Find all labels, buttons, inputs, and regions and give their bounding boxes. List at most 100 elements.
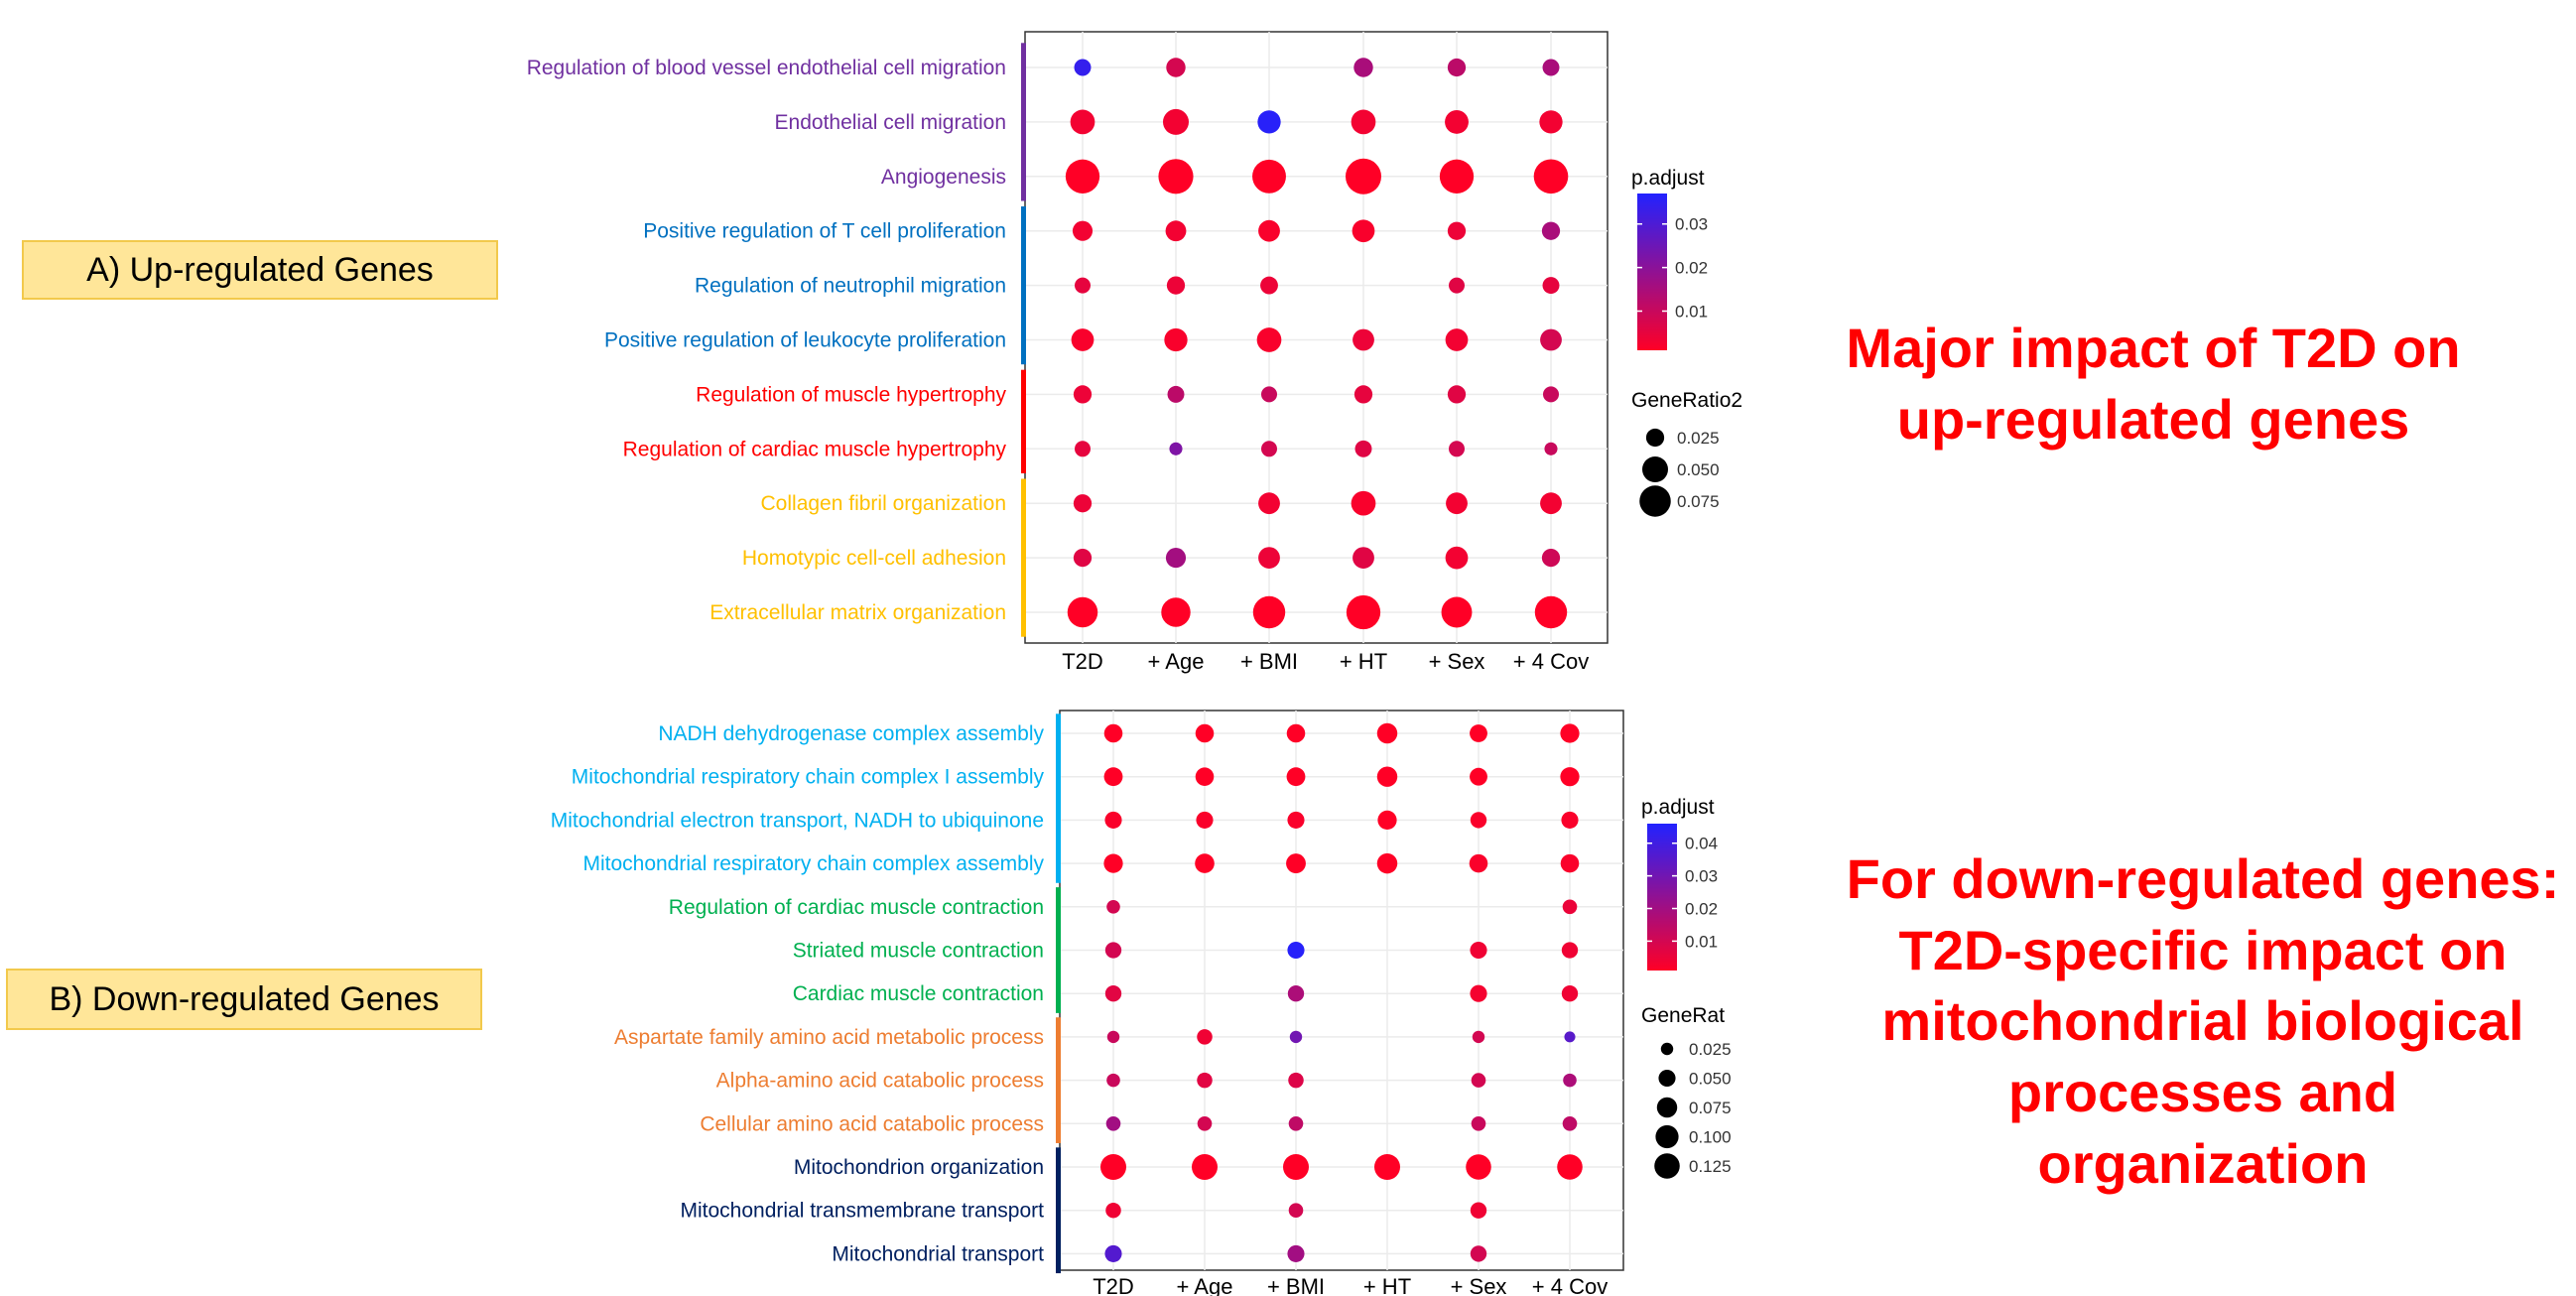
size-legend-title: GeneRatio2: [1631, 389, 1742, 412]
group-bar: [1021, 43, 1026, 201]
data-point: [1470, 724, 1487, 742]
data-point: [1470, 984, 1487, 1002]
data-point: [1106, 900, 1120, 914]
data-point: [1557, 1154, 1583, 1180]
data-point: [1288, 1072, 1304, 1089]
headline-down-line2: T2D-specific impact on: [1898, 918, 2508, 981]
data-point: [1074, 59, 1092, 76]
data-point: [1072, 220, 1094, 241]
color-legend-label: 0.02: [1675, 259, 1708, 278]
data-point: [1104, 1244, 1122, 1262]
data-point: [1287, 1244, 1305, 1262]
x-tick-label: + 4 Cov: [1513, 649, 1589, 674]
data-point: [1377, 810, 1397, 831]
headline-down-line1: For down-regulated genes:: [1846, 847, 2560, 910]
data-point: [1564, 1031, 1576, 1043]
data-point: [1562, 899, 1578, 915]
x-tick-label: + Sex: [1451, 1274, 1507, 1296]
data-point: [1197, 1072, 1213, 1089]
color-legend-title: p.adjust: [1641, 796, 1715, 819]
group-bar: [1056, 713, 1061, 883]
data-point: [1165, 548, 1187, 569]
data-point: [1164, 327, 1188, 352]
size-legend-label: 0.125: [1689, 1157, 1732, 1176]
data-point: [1106, 1030, 1120, 1044]
data-point: [1283, 1154, 1309, 1180]
x-tick-label: + Sex: [1429, 649, 1485, 674]
data-point: [1466, 1154, 1491, 1180]
term-label: Striated muscle contraction: [793, 940, 1044, 963]
term-label: Alpha-amino acid catabolic process: [716, 1070, 1044, 1093]
data-point: [1353, 58, 1373, 77]
data-point: [1346, 594, 1381, 630]
data-point: [1351, 490, 1376, 516]
data-point: [1447, 58, 1467, 77]
data-point: [1449, 441, 1465, 457]
data-point: [1376, 852, 1398, 874]
data-point: [1195, 853, 1215, 873]
data-point: [1166, 58, 1186, 77]
group-bar: [1056, 1017, 1061, 1143]
term-label: Extracellular matrix organization: [709, 601, 1006, 624]
term-label: Regulation of cardiac muscle hypertrophy: [623, 438, 1007, 460]
plot-area: [1024, 31, 1609, 644]
data-point: [1065, 159, 1100, 194]
data-point: [1352, 328, 1374, 351]
data-point: [1258, 219, 1280, 242]
data-point: [1445, 109, 1469, 134]
term-label: Cardiac muscle contraction: [793, 982, 1044, 1005]
x-tick-label: + HT: [1363, 1274, 1411, 1296]
data-point: [1195, 767, 1215, 786]
data-point: [1252, 159, 1286, 194]
term-label: Regulation of cardiac muscle contraction: [669, 896, 1044, 919]
color-legend-label: 0.03: [1685, 867, 1718, 886]
term-label: Homotypic cell-cell adhesion: [742, 547, 1006, 570]
data-point: [1542, 277, 1560, 295]
data-point: [1352, 547, 1374, 570]
data-point: [1288, 1203, 1304, 1218]
size-legend-dot: [1654, 1153, 1680, 1179]
data-point: [1196, 811, 1214, 829]
data-point: [1261, 386, 1277, 403]
data-point: [1286, 853, 1306, 874]
data-point: [1376, 766, 1398, 787]
data-point: [1195, 723, 1215, 743]
term-label: Regulation of blood vessel endothelial c…: [527, 57, 1006, 79]
data-point: [1197, 1116, 1213, 1131]
term-label: Mitochondrial transport: [832, 1242, 1044, 1265]
term-label: Aspartate family amino acid metabolic pr…: [614, 1026, 1044, 1049]
data-point: [1103, 853, 1123, 873]
data-point: [1067, 596, 1098, 628]
data-point: [1073, 494, 1093, 513]
term-label: Mitochondrial transmembrane transport: [681, 1200, 1045, 1223]
data-point: [1351, 109, 1376, 135]
data-point: [1197, 1029, 1213, 1045]
data-point: [1541, 221, 1561, 240]
group-bar: [1021, 205, 1026, 365]
data-point: [1470, 812, 1487, 829]
headline-down-line3: mitochondrial biological: [1881, 989, 2524, 1053]
data-point: [1252, 595, 1286, 629]
headline-down: For down-regulated genes: T2D-specific i…: [1836, 843, 2570, 1199]
data-point: [1158, 159, 1194, 194]
size-legend-label: 0.075: [1677, 492, 1720, 511]
x-tick-label: + HT: [1340, 649, 1387, 674]
term-label: Collagen fibril organization: [761, 492, 1006, 515]
data-point: [1071, 328, 1095, 351]
data-point: [1471, 1073, 1486, 1088]
headline-up: Major impact of T2D on up-regulated gene…: [1786, 313, 2520, 454]
data-point: [1075, 277, 1091, 294]
term-label: Positive regulation of T cell proliferat…: [643, 220, 1006, 243]
size-legend-label: 0.025: [1689, 1040, 1732, 1059]
data-point: [1287, 985, 1305, 1002]
data-point: [1445, 546, 1469, 570]
data-point: [1447, 221, 1467, 240]
data-point: [1447, 385, 1467, 404]
data-point: [1166, 276, 1186, 295]
x-tick-label: + Age: [1148, 649, 1205, 674]
data-point: [1169, 442, 1183, 455]
data-point: [1374, 1154, 1400, 1180]
x-tick-label: + BMI: [1240, 649, 1298, 674]
data-point: [1286, 723, 1306, 743]
size-legend-label: 0.075: [1689, 1099, 1732, 1117]
